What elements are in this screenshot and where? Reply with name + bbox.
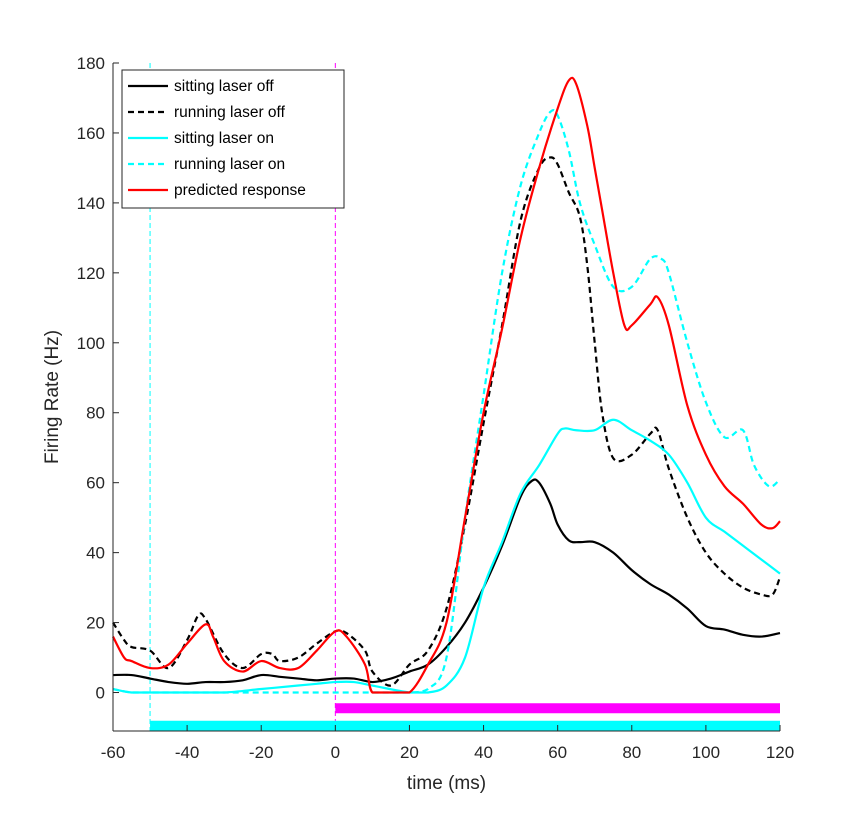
- y-tick-label: 120: [77, 264, 105, 283]
- x-tick-label: 100: [692, 743, 720, 762]
- y-tick-label: 80: [86, 404, 105, 423]
- x-tick-label: -20: [249, 743, 274, 762]
- x-tick-label: 120: [766, 743, 794, 762]
- x-tick-label: 80: [622, 743, 641, 762]
- x-tick-label: -40: [175, 743, 200, 762]
- series-line-sitting-laser-on: [112, 418, 781, 694]
- x-tick-label: 20: [400, 743, 419, 762]
- y-axis-label: Firing Rate (Hz): [42, 330, 63, 464]
- legend-label: running laser off: [174, 104, 286, 121]
- y-tick-label: 60: [86, 474, 105, 493]
- y-tick-label: 180: [77, 54, 105, 73]
- y-tick-label: 0: [96, 684, 105, 703]
- y-tick-label: 100: [77, 334, 105, 353]
- x-tick-label: 60: [548, 743, 567, 762]
- legend-label: sitting laser off: [174, 78, 274, 95]
- y-tick-label: 20: [86, 614, 105, 633]
- plot-area: [112, 63, 782, 731]
- y-tick-label: 160: [77, 124, 105, 143]
- y-tick-label: 40: [86, 544, 105, 563]
- x-tick-label: 40: [474, 743, 493, 762]
- y-tick-label: 140: [77, 194, 105, 213]
- legend-label: predicted response: [174, 182, 306, 199]
- series-line-sitting-laser-off: [112, 478, 781, 685]
- legend: sitting laser off running laser off sittin…: [121, 69, 345, 209]
- x-tick-label: 0: [331, 743, 340, 762]
- x-tick-label: -60: [101, 743, 126, 762]
- series-line-predicted-response: [112, 76, 781, 694]
- legend-label: running laser on: [174, 156, 285, 173]
- axes: -60 -40 -20 0 20 40 60 80 100 120 0 20 40 60 80 100 120 1…: [77, 54, 795, 762]
- legend-label: sitting laser on: [174, 130, 274, 147]
- series-line-running-laser-on: [112, 109, 781, 694]
- x-axis-label: time (ms): [407, 773, 486, 794]
- series-line-running-laser-off: [112, 156, 782, 687]
